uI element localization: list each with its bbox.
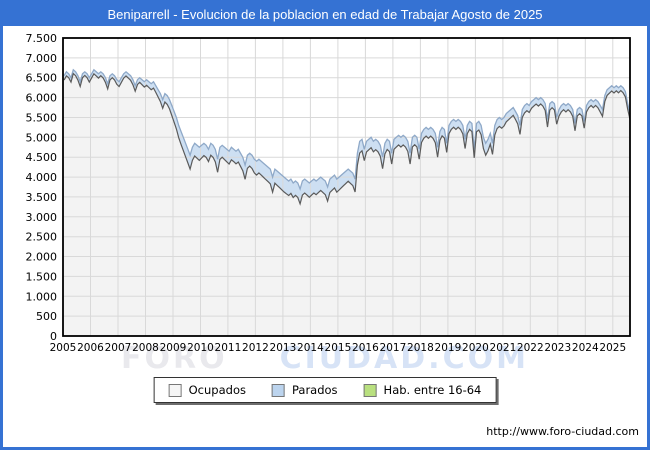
svg-text:1.000: 1.000 [26, 290, 58, 303]
svg-text:0: 0 [50, 330, 57, 343]
svg-text:2022: 2022 [517, 342, 544, 354]
svg-text:2017: 2017 [380, 342, 407, 354]
svg-text:7.000: 7.000 [26, 52, 58, 65]
svg-text:2013: 2013 [270, 342, 297, 354]
svg-text:1.500: 1.500 [26, 270, 58, 283]
svg-text:2023: 2023 [544, 342, 571, 354]
svg-text:2005: 2005 [50, 342, 77, 354]
hab-16-64-swatch-icon [363, 383, 377, 397]
ocupados-swatch-icon [168, 383, 182, 397]
svg-text:2007: 2007 [105, 342, 132, 354]
svg-text:2009: 2009 [160, 342, 187, 354]
chart-region: FORO CIUDAD.COM 7.500 7.000 6.500 6.000 5.50… [3, 26, 647, 447]
svg-text:4.500: 4.500 [26, 151, 58, 164]
svg-text:2018: 2018 [407, 342, 434, 354]
svg-text:2021: 2021 [490, 342, 517, 354]
svg-text:2.000: 2.000 [26, 251, 58, 264]
page-title: Beniparrell - Evolucion de la poblacion … [107, 7, 543, 22]
svg-text:500: 500 [36, 310, 57, 323]
svg-text:2014: 2014 [297, 342, 324, 354]
chart-legend: Ocupados Parados Hab. entre 16-64 [153, 377, 497, 403]
svg-text:6.500: 6.500 [26, 72, 58, 85]
site-url-link[interactable]: http://www.foro-ciudad.com [486, 425, 639, 438]
svg-text:2.500: 2.500 [26, 231, 58, 244]
svg-text:2012: 2012 [242, 342, 269, 354]
svg-text:6.000: 6.000 [26, 92, 58, 105]
svg-text:2024: 2024 [572, 342, 599, 354]
legend-item-parados: Parados [271, 383, 338, 397]
legend-item-hab-16-64: Hab. entre 16-64 [363, 383, 482, 397]
legend-label-parados: Parados [291, 383, 338, 397]
population-chart: 7.500 7.000 6.500 6.000 5.500 5.000 4.500 4.000… [26, 32, 631, 354]
svg-text:2010: 2010 [187, 342, 214, 354]
svg-text:2015: 2015 [325, 342, 352, 354]
svg-text:2020: 2020 [462, 342, 489, 354]
svg-text:3.500: 3.500 [26, 191, 58, 204]
parados-swatch-icon [271, 383, 285, 397]
legend-item-ocupados: Ocupados [168, 383, 246, 397]
chart-title-bar: Beniparrell - Evolucion de la poblacion … [3, 3, 647, 26]
svg-text:5.500: 5.500 [26, 112, 58, 125]
svg-text:3.000: 3.000 [26, 211, 58, 224]
svg-text:5.000: 5.000 [26, 131, 58, 144]
legend-label-ocupados: Ocupados [188, 383, 246, 397]
svg-text:2006: 2006 [77, 342, 104, 354]
svg-text:2019: 2019 [435, 342, 462, 354]
legend-label-hab-16-64: Hab. entre 16-64 [383, 383, 482, 397]
svg-text:2025: 2025 [599, 342, 626, 354]
svg-text:4.000: 4.000 [26, 171, 58, 184]
svg-text:2011: 2011 [215, 342, 242, 354]
svg-text:2016: 2016 [352, 342, 379, 354]
svg-text:2008: 2008 [132, 342, 159, 354]
svg-text:7.500: 7.500 [26, 32, 58, 45]
